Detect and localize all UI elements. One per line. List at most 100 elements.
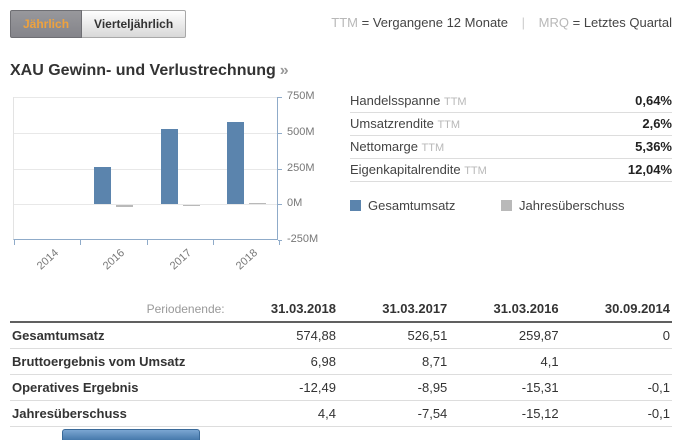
x-axis-label: 2014 (34, 247, 62, 273)
table-cell: -0,1 (647, 406, 670, 421)
ratios-panel: Handelsspanne TTM 0,64% Umsatzrendite TT… (350, 90, 672, 182)
next-section-toggle-partial[interactable] (62, 429, 200, 440)
column-header-2018: 31.03.2018 (270, 301, 336, 316)
legend-swatch-gray-icon (501, 200, 513, 211)
metric-label: Handelsspanne (350, 93, 441, 108)
table-cell: -7,54 (417, 406, 448, 421)
legend-item-jahresueberschuss[interactable]: Jahresüberschuss (501, 198, 625, 213)
table-cell: 4,4 (317, 406, 336, 421)
more-arrow-icon: » (279, 62, 289, 79)
table-row-jahresueberschuss: Jahresüberschuss 4,4 -7,54 -15,12 -0,1 (10, 401, 672, 427)
ttm-abbr: TTM (331, 15, 359, 30)
note-separator: | (521, 15, 526, 30)
period-toggle-group: Jährlich Vierteljährlich (10, 10, 187, 38)
table-row-gesamtumsatz: Gesamtumsatz 574,88 526,51 259,87 0 (10, 322, 672, 349)
y-tick-mark (278, 204, 282, 206)
abbreviation-note: TTM = Vergangene 12 Monate | MRQ = Letzt… (331, 15, 672, 30)
table-header-row: Periodenende: 31.03.2018 31.03.2017 31.0… (10, 296, 672, 322)
mrq-definition: = Letztes Quartal (572, 15, 672, 30)
metric-value: 5,36% (635, 139, 672, 154)
metric-label: Eigenkapitalrendite (350, 162, 461, 177)
ttm-suffix: TTM (437, 119, 461, 131)
table-cell (561, 349, 672, 375)
metric-row-umsatzrendite: Umsatzrendite TTM 2,6% (350, 113, 672, 136)
metric-value: 2,6% (642, 116, 672, 131)
chart-plot-area: 750M 500M 250M 0M -250M 2014 2016 2017 2018 (13, 90, 318, 272)
metric-row-handelsspanne: Handelsspanne TTM 0,64% (350, 90, 672, 113)
ttm-suffix: TTM (443, 96, 467, 108)
table-row-bruttoergebnis: Bruttoergebnis vom Umsatz 6,98 8,71 4,1 (10, 349, 672, 375)
table-cell: 526,51 (407, 328, 448, 343)
gridline (14, 168, 277, 170)
table-cell: 0 (662, 328, 670, 343)
bar-jahresüberschuss-2018 (248, 203, 266, 205)
toggle-vierteljaehrlich-button[interactable]: Vierteljährlich (82, 10, 187, 38)
column-header-2014: 30.09.2014 (604, 301, 670, 316)
y-axis-label: 750M (287, 90, 315, 102)
row-label: Gesamtumsatz (12, 328, 105, 343)
metric-label: Nettomarge (350, 139, 418, 154)
gridline (14, 97, 277, 98)
table-cell: -0,1 (647, 380, 670, 395)
gridline (14, 204, 277, 206)
toggle-jaehrlich-button[interactable]: Jährlich (10, 10, 83, 38)
mrq-abbr: MRQ (538, 15, 569, 30)
x-tick-mark (14, 240, 15, 245)
x-axis-label: 2017 (167, 247, 194, 273)
gridline (14, 132, 277, 134)
table-row-operatives-ergebnis: Operatives Ergebnis -12,49 -8,95 -15,31 … (10, 375, 672, 401)
y-axis-label: 0M (287, 197, 303, 210)
y-tick-mark (278, 240, 282, 241)
ttm-suffix: TTM (421, 142, 445, 154)
bar-gesamtumsatz-2016 (94, 167, 112, 205)
ttm-definition: = Vergangene 12 Monate (361, 15, 509, 30)
table-cell: 574,88 (296, 328, 336, 343)
legend-label: Jahresüberschuss (519, 198, 625, 213)
legend-swatch-blue-icon (350, 200, 361, 211)
table-cell: 6,98 (310, 354, 336, 369)
table-cell: -15,12 (521, 406, 559, 421)
table-cell: -15,31 (521, 380, 559, 395)
x-tick-mark (212, 240, 214, 245)
table-cell: 8,71 (421, 354, 448, 369)
table-cell: 4,1 (540, 354, 559, 369)
metric-row-eigenkapitalrendite: Eigenkapitalrendite TTM 12,04% (350, 159, 672, 182)
period-label: Periodenende: (146, 301, 225, 316)
table-cell: 259,87 (518, 328, 559, 343)
y-tick-mark (278, 168, 282, 170)
y-tick-mark (278, 97, 282, 98)
y-axis-label: 500M (287, 125, 315, 138)
column-header-2016: 31.03.2016 (493, 301, 559, 316)
table-cell: -12,49 (299, 380, 336, 395)
x-tick-mark (279, 240, 280, 245)
ttm-suffix: TTM (464, 165, 487, 177)
metric-row-nettomarge: Nettomarge TTM 5,36% (350, 136, 672, 159)
bar-gesamtumsatz-2017 (160, 128, 178, 205)
x-tick-mark (146, 240, 148, 245)
legend-label: Gesamtumsatz (368, 198, 456, 213)
x-tick-mark (80, 240, 82, 245)
y-tick-mark (278, 132, 282, 134)
metric-value: 0,64% (635, 93, 672, 108)
row-label: Jahresüberschuss (12, 406, 127, 421)
row-label: Bruttoergebnis vom Umsatz (12, 354, 186, 369)
section-title-text: XAU Gewinn- und Verlustrechnung (10, 62, 276, 79)
income-bar-chart: 750M 500M 250M 0M -250M 2014 2016 2017 2018 (10, 88, 340, 273)
x-axis-label: 2018 (233, 247, 260, 273)
bar-jahresüberschuss-2016 (116, 205, 134, 208)
metric-label: Umsatzrendite (350, 116, 434, 131)
bar-gesamtumsatz-2018 (226, 122, 244, 205)
y-axis-label: -250M (287, 233, 319, 245)
metric-value: 12,04% (627, 162, 672, 177)
x-axis-label: 2016 (101, 247, 128, 273)
financials-table: Periodenende: 31.03.2018 31.03.2017 31.0… (10, 296, 672, 427)
row-label: Operatives Ergebnis (12, 380, 139, 395)
y-axis-label: 250M (287, 161, 315, 174)
chart-legend: Gesamtumsatz Jahresüberschuss (350, 198, 667, 214)
section-title-link[interactable]: XAU Gewinn- und Verlustrechnung» (10, 62, 289, 80)
bar-jahresüberschuss-2017 (182, 205, 200, 207)
column-header-2017: 31.03.2017 (382, 301, 448, 316)
table-cell: -8,95 (417, 380, 448, 395)
legend-item-gesamtumsatz[interactable]: Gesamtumsatz (350, 198, 455, 213)
